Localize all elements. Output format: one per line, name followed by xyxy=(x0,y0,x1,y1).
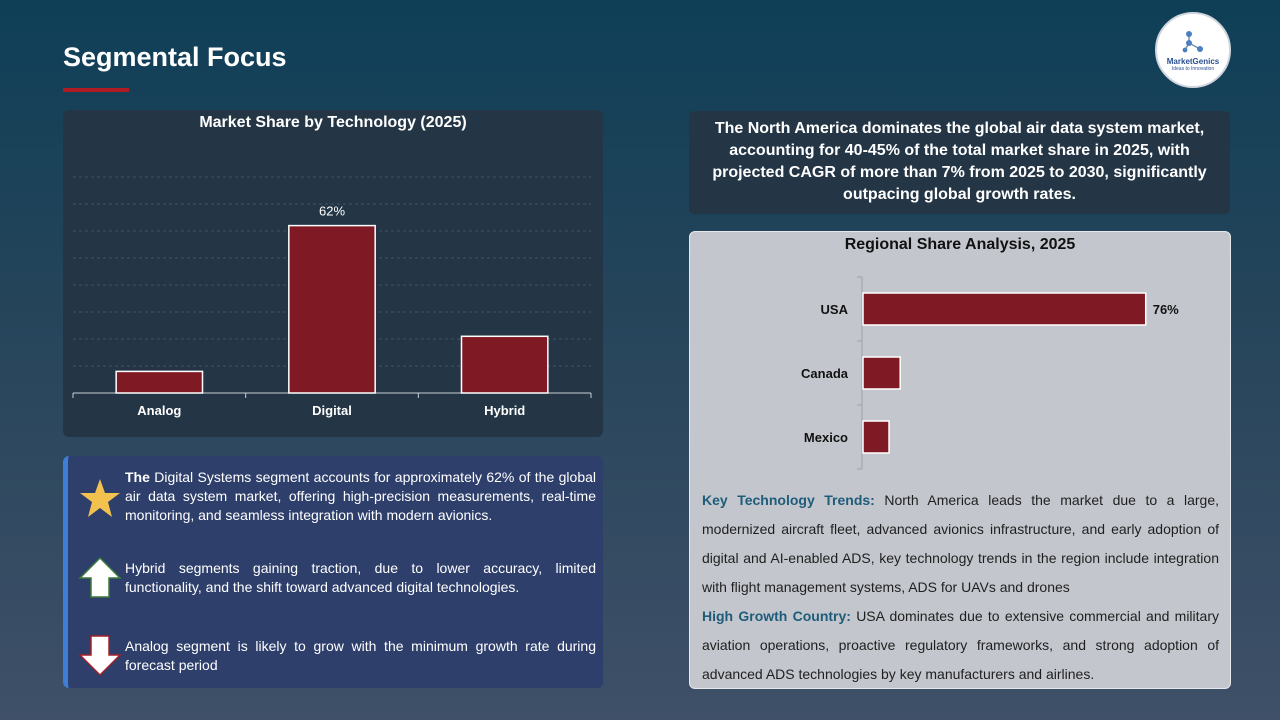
north-america-statement: The North America dominates the global a… xyxy=(689,111,1230,214)
insight-text-analog: Analog segment is likely to grow with th… xyxy=(125,638,596,673)
insights-panel: The Digital Systems segment accounts for… xyxy=(63,456,603,688)
x-tick-label: Digital xyxy=(312,403,352,418)
logo-name: MarketGenics xyxy=(1166,56,1220,66)
bar-canada xyxy=(862,356,901,390)
insight-lead: The xyxy=(125,469,150,485)
y-tick-label: Mexico xyxy=(804,430,848,445)
technology-chart-title: Market Share by Technology (2025) xyxy=(199,114,467,131)
x-tick-label: Hybrid xyxy=(484,403,525,418)
network-icon xyxy=(1182,30,1203,52)
company-logo: MarketGenics Ideas to Innovation xyxy=(1155,12,1231,88)
tech-trends-text: North America leads the market due to a … xyxy=(702,492,1220,595)
bar-usa xyxy=(862,292,1147,326)
regional-chart-title: Regional Share Analysis, 2025 xyxy=(844,236,1076,253)
logo-tagline: Ideas to Innovation xyxy=(1171,65,1215,72)
insight-text-digital: The Digital Systems segment accounts for… xyxy=(125,468,596,525)
star-icon xyxy=(80,479,120,517)
regional-share-panel: Regional Share Analysis, 2025 USA 76% Cana… xyxy=(689,231,1231,689)
insight-text-hybrid: Hybrid segments gaining traction, due to… xyxy=(125,560,596,595)
x-tick-label: Analog xyxy=(137,403,181,418)
bar-hybrid xyxy=(460,335,549,394)
page-title: Segmental Focus xyxy=(63,42,287,72)
bar-digital xyxy=(288,224,376,394)
data-label: 76% xyxy=(1153,302,1179,317)
y-tick-label: USA xyxy=(821,302,849,317)
technology-bar-chart: Analog Digital 62% Hybrid xyxy=(72,176,592,418)
title-underline xyxy=(63,88,129,92)
regional-bar-chart: USA 76% Canada Mexico xyxy=(801,276,1179,470)
arrow-down-icon xyxy=(78,635,122,677)
insight-body: Digital Systems segment accounts for app… xyxy=(125,469,596,523)
arrow-up-icon xyxy=(78,556,122,598)
data-label: 62% xyxy=(319,204,345,219)
bar-analog xyxy=(115,370,204,394)
technology-chart-panel: Market Share by Technology (2025) Analog… xyxy=(63,110,603,437)
y-tick-label: Canada xyxy=(801,366,849,381)
bar-mexico xyxy=(862,420,890,454)
growth-country-text: USA dominates due to extensive commercia… xyxy=(702,608,1219,682)
growth-country-label: High Growth Country: xyxy=(702,608,851,624)
trends-text: Key Technology Trends: North America lea… xyxy=(702,486,1219,689)
tech-trends-label: Key Technology Trends: xyxy=(702,492,875,508)
